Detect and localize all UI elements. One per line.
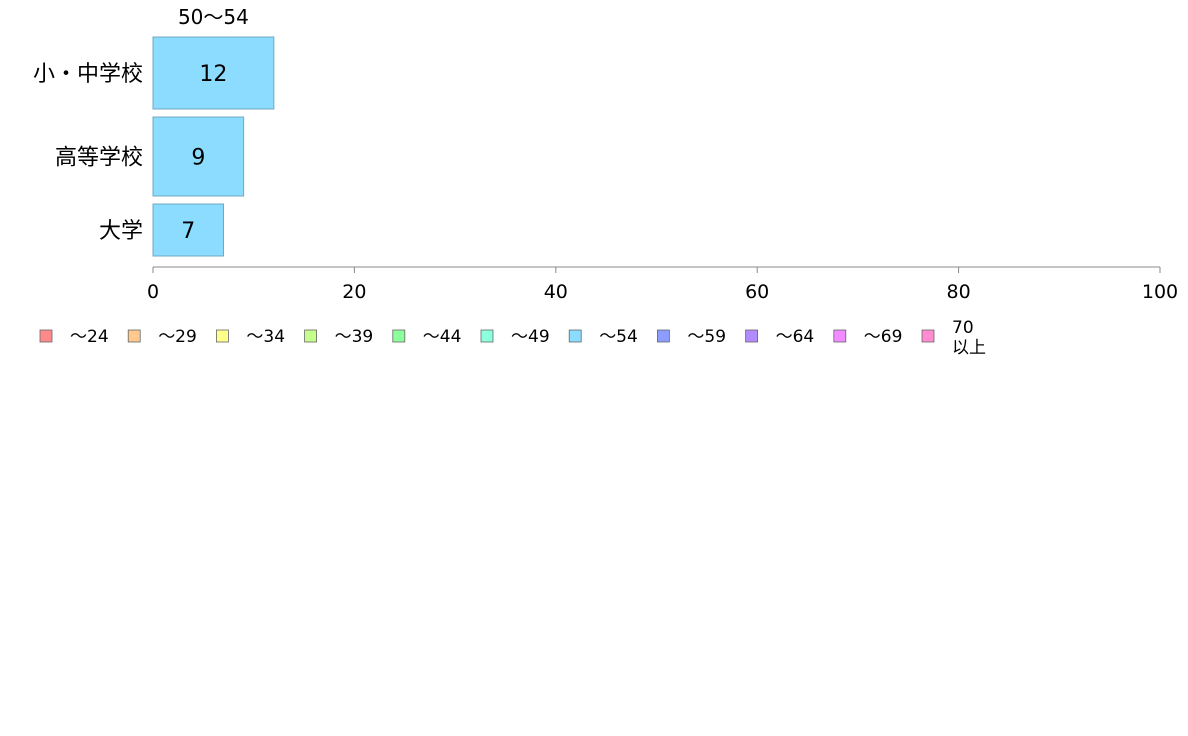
bar (152, 203, 224, 257)
legend-item: 〜59 (657, 327, 726, 347)
legend-label: 〜34 (246, 327, 285, 347)
legend-label: 〜24 (70, 327, 109, 347)
category-label: 小・中学校 (33, 62, 143, 87)
category-label: 高等学校 (55, 146, 143, 171)
legend-swatch (921, 329, 935, 343)
x-axis: 0 20 40 60 80 100 (147, 266, 1178, 303)
legend-item: 〜44 (392, 327, 462, 347)
legend-item: 〜49 (480, 327, 550, 347)
legend-swatch (833, 329, 847, 343)
legend-swatch (304, 329, 318, 343)
x-tick-label: 80 (947, 281, 971, 303)
legend-label: 〜54 (599, 327, 638, 347)
legend-label: 〜59 (687, 327, 726, 347)
legend-swatch (127, 329, 141, 343)
legend-swatch (392, 329, 406, 343)
bar-value-label: 7 (181, 219, 195, 244)
legend-item: 70 以上 (921, 318, 986, 358)
legend-swatch (568, 329, 582, 343)
legend-swatch (39, 329, 53, 343)
legend-item: 〜64 (745, 327, 815, 347)
x-tick-label: 20 (342, 281, 366, 303)
legend-label: 〜49 (511, 327, 550, 347)
legend-label: 〜69 (864, 327, 903, 347)
bars-group: 小・中学校 12 高等学校 9 大学 7 (33, 36, 275, 257)
legend-item: 〜34 (215, 327, 285, 347)
legend-item: 〜69 (833, 327, 903, 347)
legend: 〜24 〜29 〜34 〜39 〜44 〜49 〜54 〜59 〜64 〜69 70 以上 (39, 318, 986, 358)
legend-label: 〜39 (335, 327, 374, 347)
category-label: 大学 (99, 219, 143, 244)
legend-item: 〜29 (127, 327, 197, 347)
legend-swatch (745, 329, 758, 343)
x-tick-label: 100 (1142, 281, 1178, 303)
legend-item: 〜54 (568, 327, 638, 347)
legend-swatch (480, 329, 494, 343)
x-tick-label: 0 (147, 281, 159, 303)
series-label: 50〜54 (178, 5, 249, 29)
x-tick-label: 60 (745, 281, 769, 303)
legend-label: 〜64 (776, 327, 815, 347)
legend-item: 〜24 (39, 327, 109, 347)
legend-label: 70 以上 (952, 318, 986, 358)
legend-swatch (215, 329, 229, 343)
legend-item: 〜39 (304, 327, 374, 347)
bar-value-label: 12 (199, 62, 227, 87)
bar (152, 116, 245, 197)
bar (152, 36, 275, 110)
legend-swatch (657, 329, 670, 343)
legend-label: 〜44 (423, 327, 462, 347)
legend-label: 〜29 (158, 327, 197, 347)
bar-value-label: 9 (191, 146, 205, 171)
x-tick-label: 40 (544, 281, 568, 303)
